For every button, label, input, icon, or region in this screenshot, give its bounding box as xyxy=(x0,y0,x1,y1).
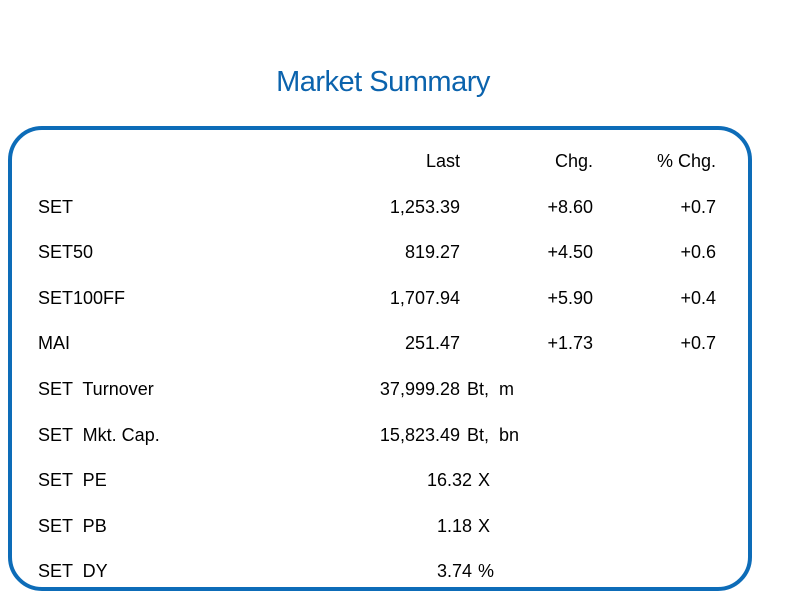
index-chg: +4.50 xyxy=(547,242,593,262)
page-title: Market Summary xyxy=(276,66,490,98)
index-last: 1,253.39 xyxy=(389,197,460,217)
index-name: SET50 xyxy=(38,242,94,262)
header-last: Last xyxy=(425,151,460,171)
index-last: 251.47 xyxy=(404,333,460,353)
index-chg: +1.73 xyxy=(547,333,593,353)
stat-value: 3.74 xyxy=(436,561,472,581)
index-name: SET100FF xyxy=(38,288,126,308)
stat-value: 15,823.49 xyxy=(379,425,460,445)
stat-unit: X xyxy=(478,516,491,536)
stat-name: SET Mkt. Cap. xyxy=(38,425,160,445)
stat-name: SET PE xyxy=(38,470,107,490)
index-chg: +8.60 xyxy=(547,197,593,217)
stat-value: 1.18 xyxy=(436,516,472,536)
stat-unit: Bt, bn xyxy=(467,425,520,445)
index-last: 819.27 xyxy=(404,242,460,262)
index-pct-chg: +0.7 xyxy=(680,197,716,217)
header-chg: Chg. xyxy=(554,151,593,171)
index-chg: +5.90 xyxy=(547,288,593,308)
stat-value: 16.32 xyxy=(426,470,472,490)
stat-name: SET DY xyxy=(38,561,108,581)
stat-unit: Bt, m xyxy=(467,379,515,399)
index-name: MAI xyxy=(38,333,71,353)
index-pct-chg: +0.4 xyxy=(680,288,716,308)
header-pct-chg: % Chg. xyxy=(656,151,716,171)
stat-unit: % xyxy=(478,561,495,581)
stat-unit: X xyxy=(478,470,491,490)
index-pct-chg: +0.7 xyxy=(680,333,716,353)
index-name: SET xyxy=(38,197,74,217)
stat-name: SET Turnover xyxy=(38,379,154,399)
index-pct-chg: +0.6 xyxy=(680,242,716,262)
market-summary-panel xyxy=(8,126,752,591)
stat-name: SET PB xyxy=(38,516,107,536)
stat-value: 37,999.28 xyxy=(379,379,460,399)
index-last: 1,707.94 xyxy=(389,288,460,308)
